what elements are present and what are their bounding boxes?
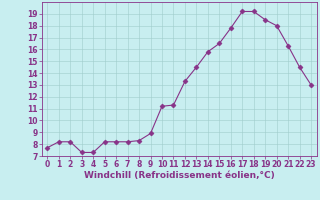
X-axis label: Windchill (Refroidissement éolien,°C): Windchill (Refroidissement éolien,°C) <box>84 171 275 180</box>
